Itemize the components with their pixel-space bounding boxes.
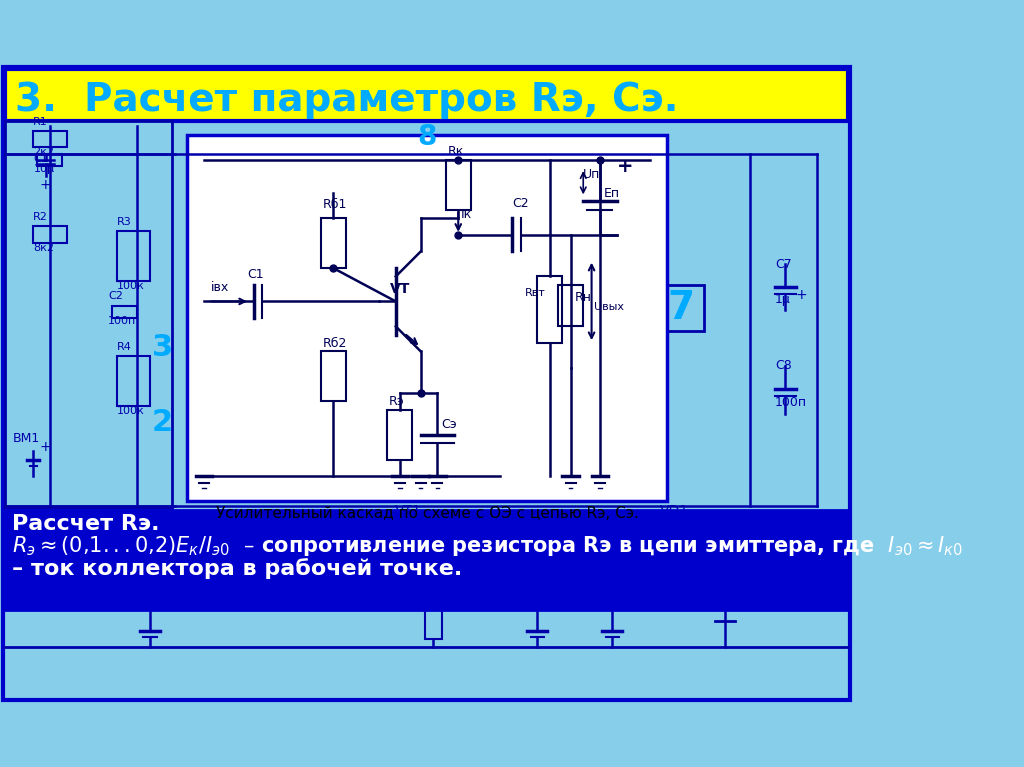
Text: 3.  Расчет параметров Rэ, Сэ.: 3. Расчет параметров Rэ, Сэ. bbox=[15, 81, 679, 119]
Bar bbox=[321, 218, 346, 268]
Text: Eп: Eп bbox=[604, 186, 621, 199]
Text: 100к: 100к bbox=[117, 406, 144, 416]
Text: Rб2: Rб2 bbox=[323, 337, 347, 350]
Text: C8: C8 bbox=[775, 359, 792, 372]
Bar bbox=[117, 231, 150, 281]
Text: iвх: iвх bbox=[211, 281, 229, 295]
Bar bbox=[387, 410, 413, 459]
Text: 100п: 100п bbox=[775, 396, 807, 409]
Text: 2: 2 bbox=[152, 408, 173, 436]
Bar bbox=[321, 351, 346, 401]
Text: C1: C1 bbox=[248, 268, 264, 281]
Text: Rн: Rн bbox=[574, 291, 592, 304]
Text: Rэ: Rэ bbox=[389, 395, 404, 408]
Bar bbox=[117, 356, 150, 406]
Bar bbox=[5, 69, 848, 120]
Text: C2: C2 bbox=[109, 291, 123, 301]
Bar bbox=[538, 276, 562, 343]
Text: R1: R1 bbox=[34, 117, 48, 127]
Text: Усилительный каскад по схеме с ОЭ с цепью Rэ, Сэ.: Усилительный каскад по схеме с ОЭ с цепь… bbox=[216, 505, 638, 521]
Text: 100п: 100п bbox=[109, 317, 136, 327]
Text: 8к2: 8к2 bbox=[34, 243, 54, 253]
Text: Uп: Uп bbox=[583, 168, 600, 181]
Bar bbox=[5, 510, 848, 610]
Text: 22п: 22п bbox=[525, 597, 549, 610]
Text: R4: R4 bbox=[117, 342, 131, 352]
Text: Сэ: Сэ bbox=[441, 417, 458, 430]
Text: VT1: VT1 bbox=[395, 505, 422, 518]
Bar bbox=[187, 135, 667, 502]
Bar bbox=[34, 130, 67, 147]
Bar bbox=[658, 285, 705, 331]
Text: VD2: VD2 bbox=[709, 597, 734, 610]
Text: 7: 7 bbox=[668, 289, 694, 327]
Text: Rк: Rк bbox=[447, 145, 464, 158]
Text: 100к: 100к bbox=[117, 281, 144, 291]
Text: C1: C1 bbox=[34, 154, 48, 164]
Text: – ток коллектора в рабочей точке.: – ток коллектора в рабочей точке. bbox=[11, 558, 462, 578]
Bar bbox=[425, 597, 441, 639]
Text: VT: VT bbox=[390, 282, 411, 296]
Bar bbox=[5, 120, 172, 508]
Text: 2к2: 2к2 bbox=[34, 147, 54, 157]
Bar bbox=[445, 160, 471, 210]
Text: +: + bbox=[39, 440, 51, 454]
Polygon shape bbox=[715, 606, 735, 621]
Text: R3: R3 bbox=[117, 217, 131, 227]
Text: + 10μ: + 10μ bbox=[137, 597, 176, 610]
Text: R2: R2 bbox=[34, 212, 48, 222]
Text: C7: C7 bbox=[775, 258, 792, 271]
Text: 1μ: 1μ bbox=[775, 293, 791, 306]
Text: $R_э \approx (0{,}1...0{,}2)E_к/I_{э0}$  – сопротивление резистора Rэ в цепи эми: $R_э \approx (0{,}1...0{,}2)E_к/I_{э0}$ … bbox=[11, 534, 963, 558]
Text: +: + bbox=[796, 288, 807, 302]
Text: BM1: BM1 bbox=[12, 433, 40, 446]
Text: Iк: Iк bbox=[461, 208, 472, 221]
Bar bbox=[34, 226, 67, 243]
Text: VD1: VD1 bbox=[660, 505, 689, 518]
Text: 10k: 10k bbox=[425, 597, 449, 610]
Text: 3: 3 bbox=[152, 333, 173, 362]
Text: C2: C2 bbox=[512, 197, 529, 210]
Text: + 4μ7: + 4μ7 bbox=[600, 597, 638, 610]
Text: 10μ: 10μ bbox=[34, 164, 54, 174]
Text: +: + bbox=[39, 178, 51, 192]
Text: 8: 8 bbox=[417, 123, 436, 151]
Text: Uвых: Uвых bbox=[594, 301, 624, 311]
Bar bbox=[558, 285, 584, 327]
Text: +: + bbox=[616, 157, 633, 176]
Bar bbox=[113, 305, 137, 318]
Text: Рассчет Rэ.: Рассчет Rэ. bbox=[11, 514, 159, 534]
Bar bbox=[38, 154, 62, 166]
Text: Rвт: Rвт bbox=[525, 288, 546, 298]
Text: Rб1: Rб1 bbox=[323, 199, 347, 212]
